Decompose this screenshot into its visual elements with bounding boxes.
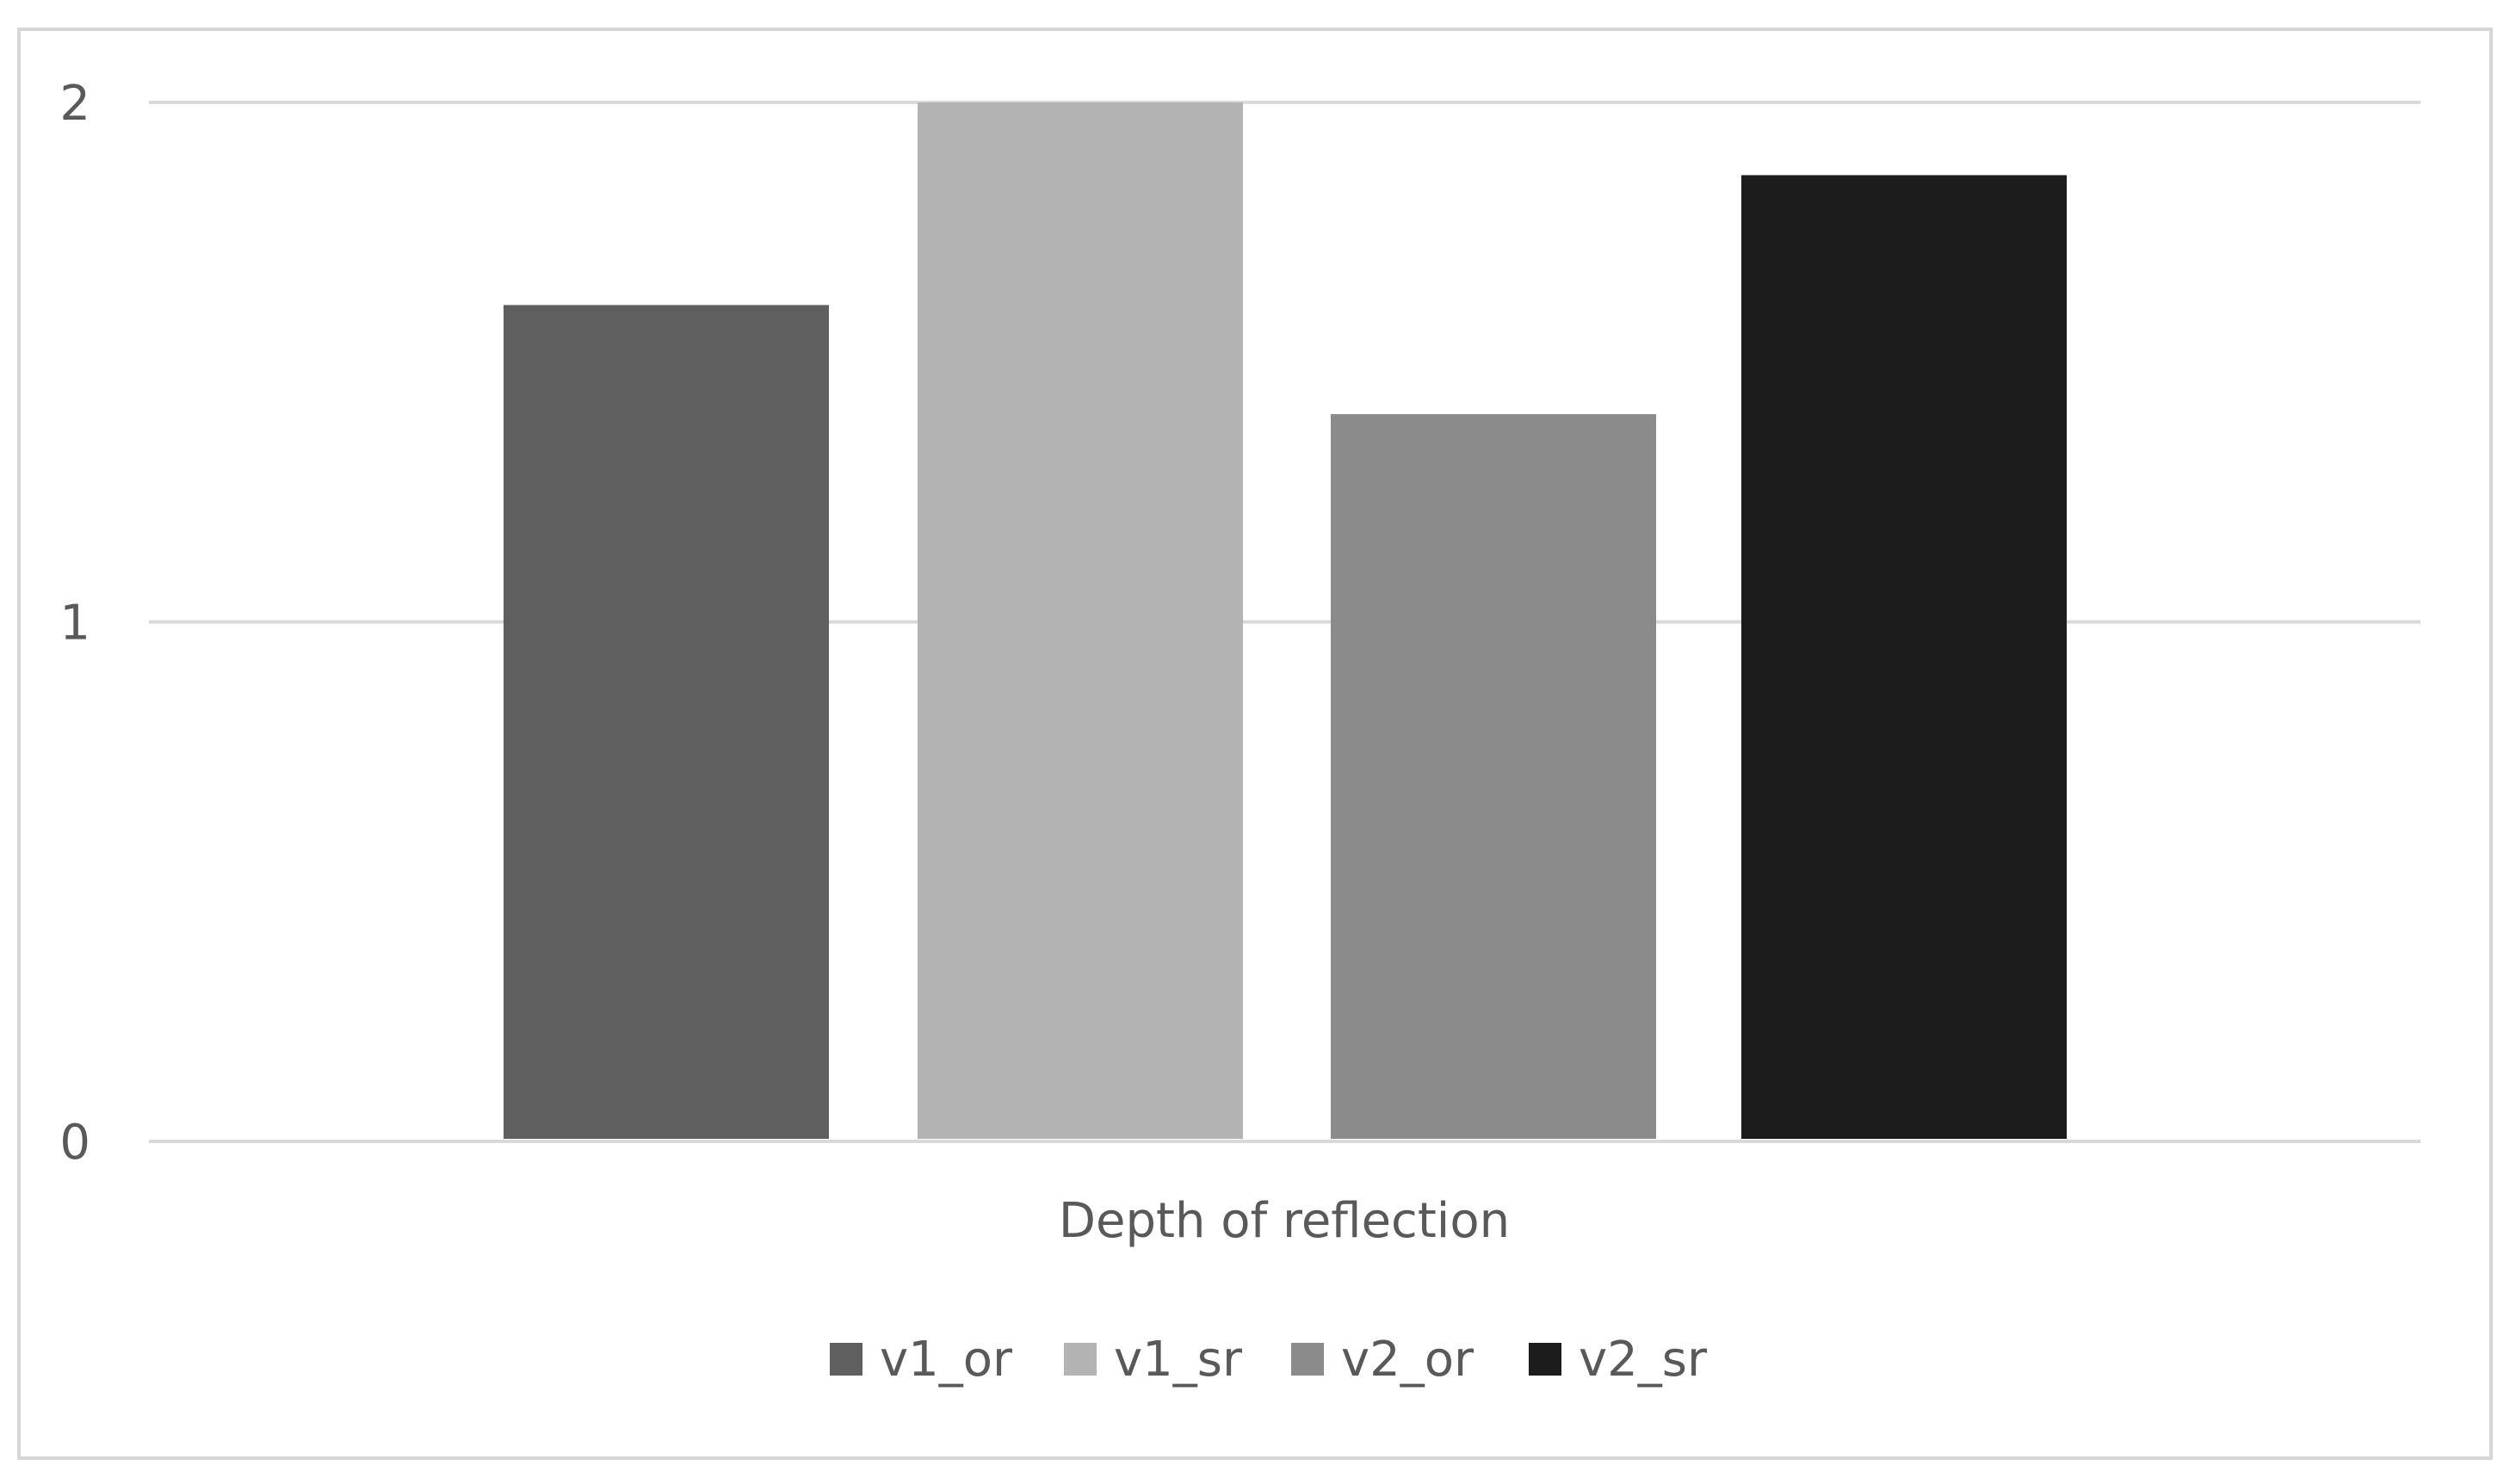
legend-swatch-v1_or xyxy=(830,1343,862,1376)
legend-label-v2_or: v2_or xyxy=(1341,1332,1474,1388)
legend-swatch-v2_sr xyxy=(1529,1343,1561,1376)
x-category-label: Depth of reflection xyxy=(1059,1193,1510,1249)
y-tick-label: 1 xyxy=(59,596,90,652)
bar-v2_sr xyxy=(1741,175,2067,1140)
y-tick-label: 0 xyxy=(59,1115,90,1171)
bars xyxy=(504,102,2067,1140)
legend-swatch-v1_sr xyxy=(1064,1343,1097,1376)
bar-v1_or xyxy=(504,305,829,1139)
legend-swatch-v2_or xyxy=(1291,1343,1324,1376)
gridlines xyxy=(149,101,2420,1143)
y-tick-label: 2 xyxy=(59,76,90,132)
legend: v1_or v1_sr v2_or v2_sr xyxy=(830,1332,1708,1388)
legend-label-v1_sr: v1_sr xyxy=(1114,1332,1243,1388)
legend-label-v2_sr: v2_sr xyxy=(1579,1332,1708,1388)
legend-label-v1_or: v1_or xyxy=(880,1332,1013,1388)
bar-v1_sr xyxy=(918,102,1243,1139)
bar-v2_or xyxy=(1331,414,1656,1140)
y-axis-ticks: 0 1 2 xyxy=(59,76,90,1171)
x-axis-labels: Depth of reflection xyxy=(1059,1193,1510,1249)
chart-frame xyxy=(17,28,2493,1460)
